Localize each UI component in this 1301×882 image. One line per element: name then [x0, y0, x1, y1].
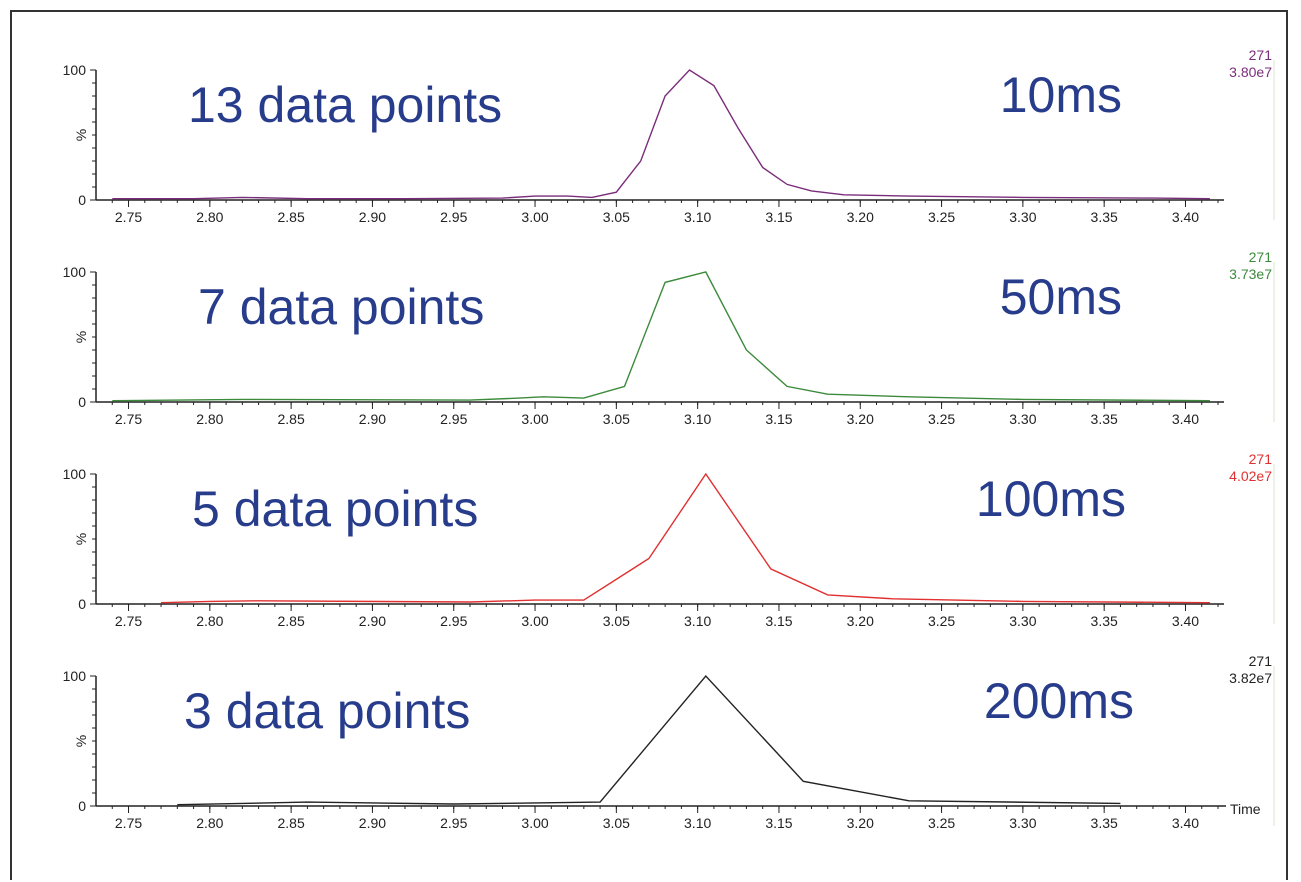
panel-1-x-tick-label: 2.90 — [359, 209, 386, 225]
panel-4-x-tick-label: 3.20 — [847, 815, 874, 831]
panel-3-y-tick-label-top: 100 — [63, 466, 87, 482]
panel-2-y-tick-label-bottom: 0 — [78, 394, 86, 410]
panel-4-x-tick-label: 3.05 — [603, 815, 630, 831]
panel-4-scan-time-annotation: 200ms — [984, 673, 1134, 729]
panel-4-x-tick-label: 2.80 — [196, 815, 223, 831]
panel-4-x-tick-label: 3.15 — [765, 815, 792, 831]
panel-3-x-tick-label: 3.30 — [1009, 613, 1036, 629]
panel-3-x-tick-label: 3.20 — [847, 613, 874, 629]
figure-frame: 100 0% 2.75 2.80 2.85 2.90 2.95 3.00 3.05 3.10 3.1… — [10, 10, 1288, 880]
panel-3-x-tick-label: 3.15 — [765, 613, 792, 629]
panel-1-x-tick-label: 3.15 — [765, 209, 792, 225]
panel-1-y-tick-label-bottom: 0 — [78, 192, 86, 208]
panel-1-x-tick-label: 2.95 — [440, 209, 467, 225]
panel-4-y-axis-label: % — [73, 735, 89, 747]
panel-3-x-tick-label: 3.00 — [521, 613, 548, 629]
panel-3-series-line — [160, 472, 1210, 604]
panel-2-x-tick-label: 2.90 — [359, 411, 386, 427]
panel-1-data-points-annotation: 13 data points — [188, 77, 502, 133]
panel-2-data-points-annotation: 7 data points — [198, 279, 484, 335]
panel-3-x-tick-label: 2.80 — [196, 613, 223, 629]
panel-1-x-tick-label: 3.05 — [603, 209, 630, 225]
panel-4-x-axis-label: Time — [1230, 801, 1261, 817]
panel-4-x-tick-label: 2.90 — [359, 815, 386, 831]
panel-4-x-tick-label: 3.25 — [928, 815, 955, 831]
panel-4-intensity-label: 3.82e7 — [1229, 670, 1272, 686]
panel-2-x-tick-label: 3.40 — [1172, 411, 1199, 427]
panel-2-x-tick-label: 2.95 — [440, 411, 467, 427]
panel-3-y-axis-label: % — [73, 533, 89, 545]
panel-2-y-axis-label: % — [73, 331, 89, 343]
panel-3-x-tick-label: 3.40 — [1172, 613, 1199, 629]
panel-4-x-tick-label: 3.30 — [1009, 815, 1036, 831]
panel-4-x-tick-label: 2.85 — [278, 815, 305, 831]
panel-3-y-tick-label-bottom: 0 — [78, 596, 86, 612]
panel-1-x-tick-label: 3.25 — [928, 209, 955, 225]
panel-3-x-tick-label: 3.35 — [1091, 613, 1118, 629]
panel-3-x-tick-label: 2.85 — [278, 613, 305, 629]
panel-2-x-tick-label: 2.80 — [196, 411, 223, 427]
panel-1-x-tick-label: 3.30 — [1009, 209, 1036, 225]
panel-2-x-tick-label: 2.75 — [115, 411, 142, 427]
panel-4-series-line — [177, 674, 1121, 806]
panel-2-x-tick-label: 3.15 — [765, 411, 792, 427]
panel-2-x-tick-label: 3.35 — [1091, 411, 1118, 427]
panel-2-mass-label: 271 — [1249, 249, 1273, 265]
panel-3-x-tick-label: 2.95 — [440, 613, 467, 629]
panel-1-x-tick-label: 3.40 — [1172, 209, 1199, 225]
panel-1-scan-time-annotation: 10ms — [1000, 67, 1122, 123]
chromatogram-stack: 100 0% 2.75 2.80 2.85 2.90 2.95 3.00 3.05 3.10 3.1… — [63, 47, 1275, 831]
panel-3-intensity-label: 4.02e7 — [1229, 468, 1272, 484]
panel-3-x-tick-label: 3.10 — [684, 613, 711, 629]
panel-3-mass-label: 271 — [1249, 451, 1273, 467]
panel-2-x-tick-label: 3.10 — [684, 411, 711, 427]
panel-1-series-line — [112, 69, 1210, 200]
panel-1-x-tick-label: 3.10 — [684, 209, 711, 225]
panel-1-mass-label: 271 — [1249, 47, 1273, 63]
panel-1-y-axis-label: % — [73, 129, 89, 141]
panel-1-x-tick-label: 3.20 — [847, 209, 874, 225]
panel-3-x-tick-label: 3.25 — [928, 613, 955, 629]
panel-4-y-tick-label-bottom: 0 — [78, 798, 86, 814]
panel-3-scan-time-annotation: 100ms — [976, 471, 1126, 527]
panel-2-x-tick-label: 2.85 — [278, 411, 305, 427]
panel-4-x-tick-label: 3.40 — [1172, 815, 1199, 831]
panel-2-scan-time-annotation: 50ms — [1000, 269, 1122, 325]
panel-1-x-tick-label: 3.00 — [521, 209, 548, 225]
panel-3-x-tick-label: 2.75 — [115, 613, 142, 629]
panel-1-intensity-label: 3.80e7 — [1229, 64, 1272, 80]
panel-1-x-tick-label: 2.85 — [278, 209, 305, 225]
panel-3-x-tick-label: 2.90 — [359, 613, 386, 629]
panel-2-x-tick-label: 3.05 — [603, 411, 630, 427]
panel-4-data-points-annotation: 3 data points — [184, 683, 470, 739]
panel-4-x-tick-label: 3.00 — [521, 815, 548, 831]
panel-2-x-tick-label: 3.30 — [1009, 411, 1036, 427]
panel-4-x-tick-label: 3.35 — [1091, 815, 1118, 831]
panel-2-x-tick-label: 3.25 — [928, 411, 955, 427]
panel-4-x-tick-label: 3.10 — [684, 815, 711, 831]
panel-4-y-tick-label-top: 100 — [63, 668, 87, 684]
panel-2-x-tick-label: 3.00 — [521, 411, 548, 427]
panel-4-x-tick-label: 2.75 — [115, 815, 142, 831]
panel-3-x-tick-label: 3.05 — [603, 613, 630, 629]
panel-4-x-tick-label: 2.95 — [440, 815, 467, 831]
panel-1-y-tick-label-top: 100 — [63, 62, 87, 78]
panel-1-x-tick-label: 3.35 — [1091, 209, 1118, 225]
panel-2-series-line — [112, 271, 1210, 402]
panel-4-mass-label: 271 — [1249, 653, 1273, 669]
panel-2-y-tick-label-top: 100 — [63, 264, 87, 280]
panel-1-x-tick-label: 2.75 — [115, 209, 142, 225]
panel-3-data-points-annotation: 5 data points — [192, 481, 478, 537]
panel-2-intensity-label: 3.73e7 — [1229, 266, 1272, 282]
panel-1-x-tick-label: 2.80 — [196, 209, 223, 225]
panel-2-x-tick-label: 3.20 — [847, 411, 874, 427]
